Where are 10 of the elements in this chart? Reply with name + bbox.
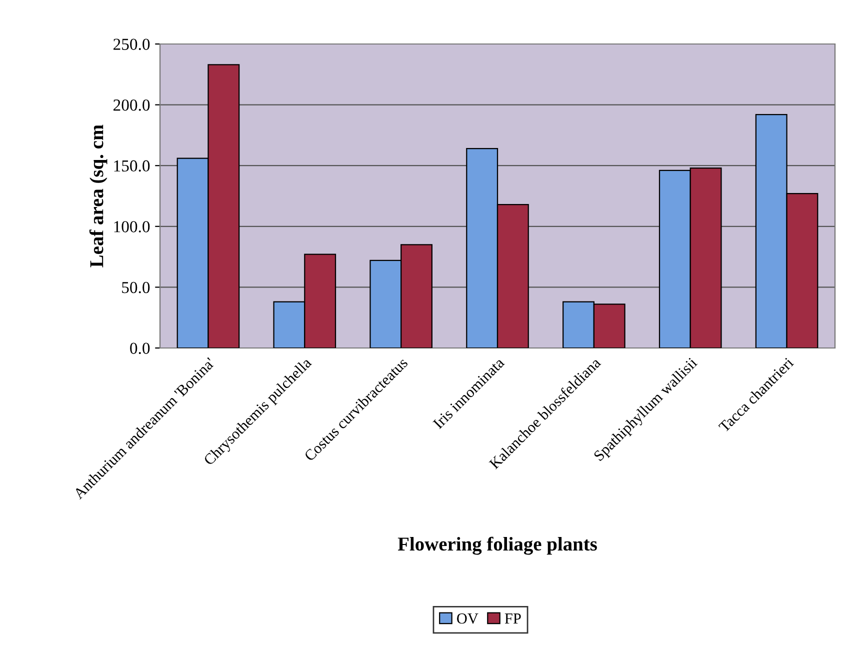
y-tick-label: 150.0 bbox=[114, 160, 150, 172]
y-tick-label: 100.0 bbox=[114, 221, 150, 232]
legend-label: OV bbox=[457, 613, 478, 624]
y-tick-label: 0.0 bbox=[130, 342, 150, 354]
y-axis-title: Leaf area (sq. cm bbox=[89, 124, 108, 268]
y-tick-label: 250.0 bbox=[114, 38, 150, 50]
y-tick-label: 50.0 bbox=[122, 282, 150, 294]
legend-label: FP bbox=[504, 614, 521, 624]
y-tick-label: 200.0 bbox=[114, 100, 150, 111]
x-axis-title: Flowering foliage plants bbox=[398, 536, 597, 555]
